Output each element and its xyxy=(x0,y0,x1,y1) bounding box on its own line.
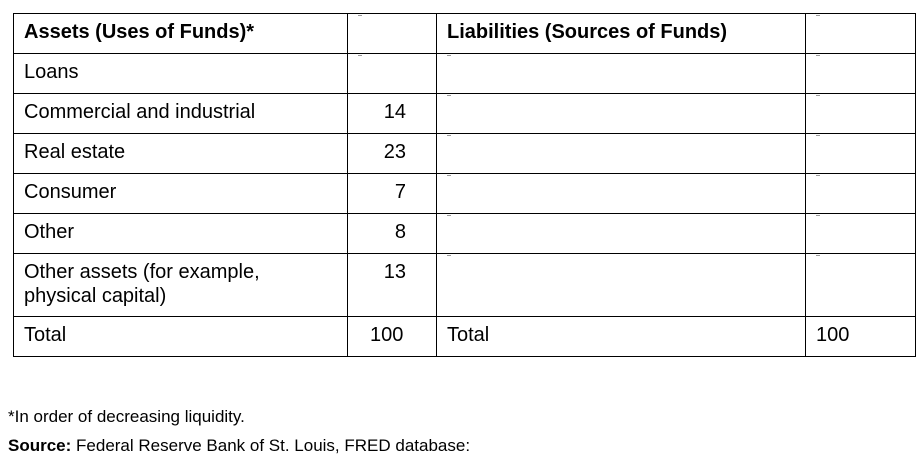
liquidity-note: *In order of decreasing liquidity. xyxy=(8,407,245,426)
liability-label xyxy=(436,53,806,94)
footnotes: *In order of decreasing liquidity. Sourc… xyxy=(8,402,470,460)
assets-header-value xyxy=(347,13,437,54)
balance-sheet-table: Assets (Uses of Funds)* Liabilities (Sou… xyxy=(13,13,916,357)
liability-value xyxy=(805,93,916,134)
liability-value xyxy=(805,173,916,214)
table-row: Loans xyxy=(13,53,916,94)
asset-value: 13 xyxy=(347,253,437,317)
asset-value: 7 xyxy=(347,173,437,214)
table-header-row: Assets (Uses of Funds)* Liabilities (Sou… xyxy=(13,13,916,54)
asset-value: 8 xyxy=(347,213,437,254)
table-row: Other assets (for example, physical capi… xyxy=(13,253,916,317)
source-label: Source: xyxy=(8,436,72,455)
assets-header: Assets (Uses of Funds)* xyxy=(13,13,348,54)
liabilities-header-value xyxy=(805,13,916,54)
liability-label xyxy=(436,133,806,174)
table-row: Other 8 xyxy=(13,213,916,254)
table-total-row: Total 100 Total 100 xyxy=(13,316,916,357)
asset-value xyxy=(347,53,437,94)
table-row: Consumer 7 xyxy=(13,173,916,214)
liabilities-header: Liabilities (Sources of Funds) xyxy=(436,13,806,54)
liabilities-total-value: 100 xyxy=(805,316,916,357)
asset-label: Loans xyxy=(13,53,348,94)
liability-label xyxy=(436,213,806,254)
liability-label xyxy=(436,253,806,317)
liabilities-total-label: Total xyxy=(436,316,806,357)
source-text: Federal Reserve Bank of St. Louis, FRED … xyxy=(71,436,471,455)
liability-label xyxy=(436,93,806,134)
liability-value xyxy=(805,253,916,317)
liability-value xyxy=(805,53,916,94)
source-line: Source: Federal Reserve Bank of St. Loui… xyxy=(8,431,470,460)
table-row: Real estate 23 xyxy=(13,133,916,174)
asset-value: 14 xyxy=(347,93,437,134)
table-row: Commercial and industrial 14 xyxy=(13,93,916,134)
liability-value xyxy=(805,213,916,254)
assets-total-label: Total xyxy=(13,316,348,357)
asset-label: Other xyxy=(13,213,348,254)
liability-value xyxy=(805,133,916,174)
asset-label: Consumer xyxy=(13,173,348,214)
liability-label xyxy=(436,173,806,214)
asset-label: Commercial and industrial xyxy=(13,93,348,134)
asset-label: Other assets (for example, physical capi… xyxy=(13,253,348,317)
assets-total-value: 100 xyxy=(347,316,437,357)
asset-label: Real estate xyxy=(13,133,348,174)
asset-value: 23 xyxy=(347,133,437,174)
